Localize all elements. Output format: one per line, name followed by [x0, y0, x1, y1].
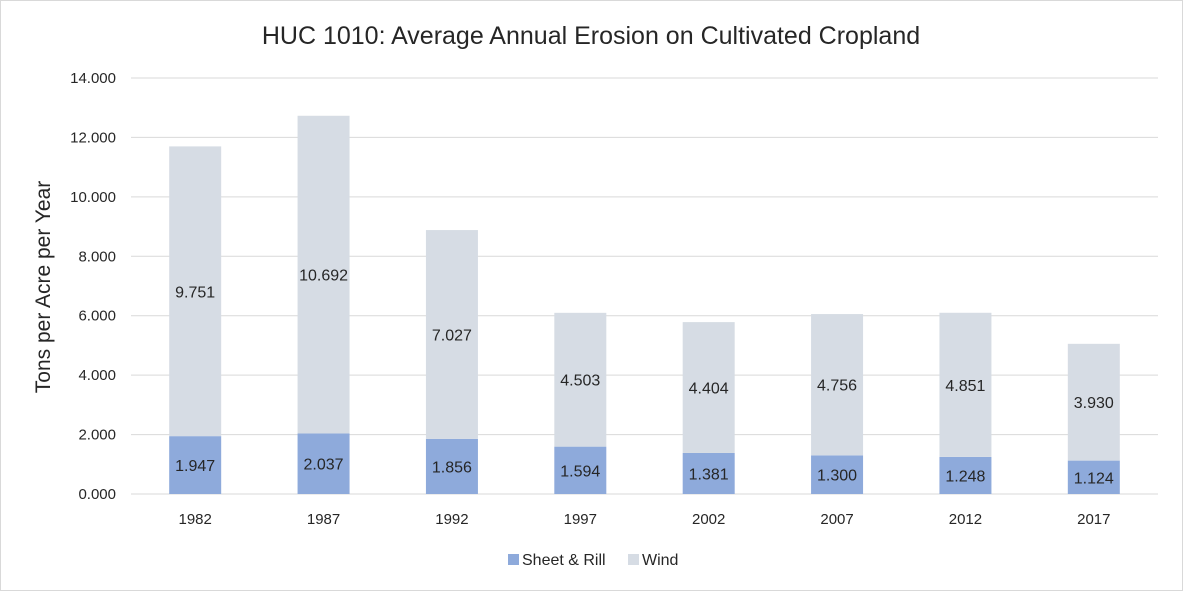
y-tick-label: 4.000	[78, 367, 116, 384]
legend: Sheet & Rill Wind	[508, 552, 678, 569]
x-tick-label: 2007	[820, 511, 853, 528]
bar-wind-2017	[1067, 343, 1120, 461]
legend-swatch	[508, 554, 519, 565]
data-label: 1.248	[945, 468, 985, 485]
bar-wind-2012	[939, 312, 992, 457]
data-label: 1.300	[817, 468, 857, 485]
legend-label: Wind	[642, 552, 678, 569]
data-label: 3.930	[1074, 395, 1114, 412]
data-label: 4.851	[945, 378, 985, 395]
bar-sheet-rill-2002	[682, 452, 735, 494]
data-label: 10.692	[299, 268, 348, 285]
x-tick-label: 1982	[179, 511, 212, 528]
bar-sheet-rill-1997	[554, 446, 607, 494]
y-tick-label: 14.000	[70, 70, 116, 87]
data-label: 1.124	[1074, 470, 1114, 487]
x-tick-label: 2012	[949, 511, 982, 528]
bar-sheet-rill-1992	[425, 438, 478, 494]
data-label: 2.037	[304, 457, 344, 474]
x-tick-label: 2002	[692, 511, 725, 528]
data-label: 4.756	[817, 378, 857, 395]
x-tick-label: 1987	[307, 511, 340, 528]
data-label: 1.856	[432, 459, 472, 476]
y-axis-label: Tons per Acre per Year	[32, 181, 55, 393]
data-label: 4.503	[560, 373, 600, 390]
data-label: 7.027	[432, 327, 472, 344]
gridlines	[131, 77, 1158, 495]
y-tick-label: 12.000	[70, 129, 116, 146]
legend-swatch	[628, 554, 639, 565]
bar-sheet-rill-2007	[811, 455, 864, 494]
bar-sheet-rill-2017	[1067, 460, 1120, 494]
x-tick-label: 2017	[1077, 511, 1110, 528]
bar-sheet-rill-1982	[169, 436, 222, 494]
data-label: 9.751	[175, 284, 215, 301]
bar-sheet-rill-2012	[939, 456, 992, 494]
y-tick-label: 8.000	[78, 248, 116, 265]
bar-wind-2007	[811, 314, 864, 456]
data-label: 1.947	[175, 458, 215, 475]
bar-wind-1992	[425, 230, 478, 439]
bar-wind-2002	[682, 322, 735, 453]
bars: 1.947 9.751 2.037 10.692 1.856 7.027 1.594 4.50…	[169, 115, 1120, 494]
x-tick-label: 1992	[435, 511, 468, 528]
y-tick-label: 6.000	[78, 308, 116, 325]
x-axis-ticks: 1982 1987 1992 1997 2002 2007 2012 2017	[179, 511, 1111, 528]
legend-label: Sheet & Rill	[522, 552, 606, 569]
y-tick-label: 10.000	[70, 189, 116, 206]
bar-wind-1997	[554, 312, 607, 447]
bar-sheet-rill-1987	[297, 433, 350, 494]
y-axis-ticks: 0.000 2.000 4.000 6.000 8.000 10.000 12.000 14.…	[70, 70, 116, 503]
bar-wind-1987	[297, 115, 350, 434]
chart-title: HUC 1010: Average Annual Erosion on Cult…	[262, 22, 920, 50]
y-tick-label: 0.000	[78, 486, 116, 503]
x-tick-label: 1997	[564, 511, 597, 528]
data-label: 4.404	[689, 381, 729, 398]
y-tick-label: 2.000	[78, 427, 116, 444]
bar-wind-1982	[169, 146, 222, 437]
data-label: 1.594	[560, 463, 600, 480]
data-label: 1.381	[689, 466, 729, 483]
